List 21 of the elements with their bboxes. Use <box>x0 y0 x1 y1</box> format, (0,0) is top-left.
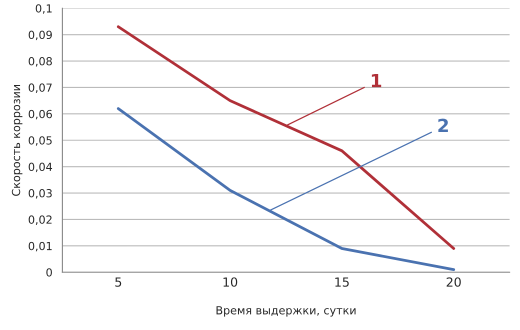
y-tick-label: 0,07 <box>28 83 52 93</box>
y-tick-label: 0 <box>46 268 52 277</box>
y-axis-title: Скорость коррозии <box>12 84 22 196</box>
x-tick-label: 10 <box>224 277 238 287</box>
line-series <box>116 25 456 250</box>
y-tick-label: 0,06 <box>28 110 52 120</box>
text: 1 <box>372 74 382 88</box>
y-tick-label: 0,1 <box>36 4 52 14</box>
y-tick-label: 0,01 <box>28 242 52 252</box>
line-series <box>116 107 456 271</box>
y-tick-label: 0,05 <box>28 136 52 146</box>
x-axis-title: Время выдержки, сутки <box>216 306 356 317</box>
y-tick-label: 0,04 <box>28 162 52 172</box>
y-tick-label: 0,08 <box>28 57 52 67</box>
y-tick-label: 0,02 <box>28 215 52 225</box>
x-tick-label: 5 <box>115 277 122 287</box>
y-tick-label: 0,03 <box>28 189 52 199</box>
x-tick-label: 20 <box>446 277 461 287</box>
text: 2 <box>438 118 448 132</box>
x-tick-label: 15 <box>335 277 349 287</box>
y-tick-label: 0,09 <box>28 30 52 40</box>
